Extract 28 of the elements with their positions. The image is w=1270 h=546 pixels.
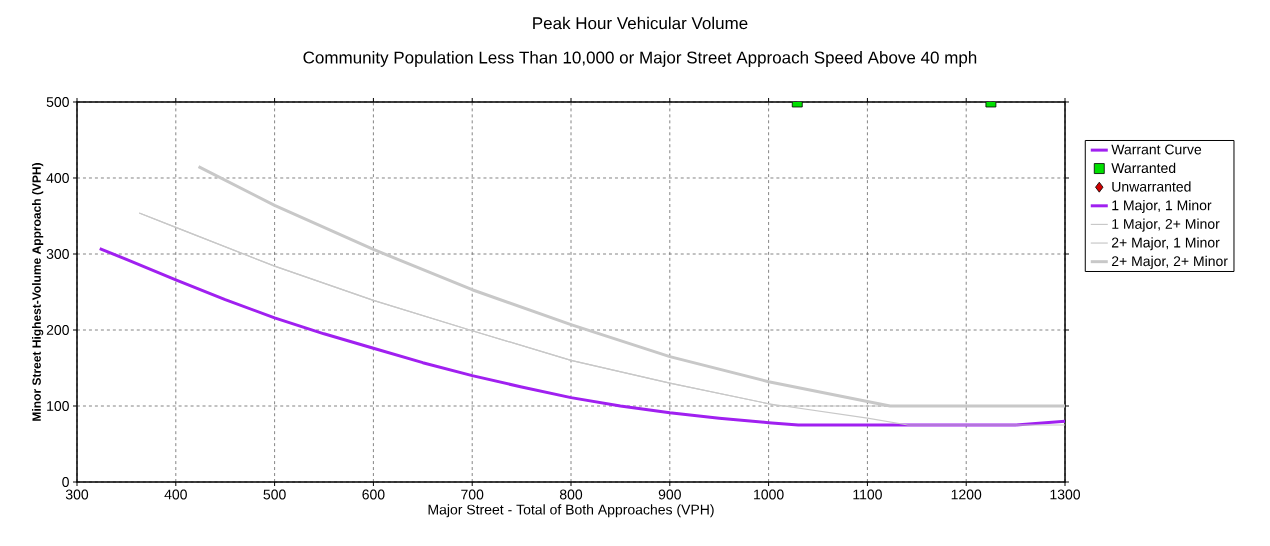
x-tick-label: 700 [461,489,484,500]
x-tick-label: 1200 [951,489,982,500]
x-tick-label: 600 [362,489,385,500]
legend-label: Unwarranted [1112,181,1191,192]
y-tick-label: 400 [46,173,69,183]
x-tick-label: 800 [559,489,583,500]
legend-label: Warrant Curve [1111,144,1202,155]
x-axis-title: Major Street - Total of Both Approaches (VPH) [428,504,714,518]
y-tick-label: 300 [46,249,69,259]
x-tick-label: 1100 [853,489,882,500]
legend-label: 2+ Major, 2+ Minor [1111,255,1228,269]
x-tick-label: 400 [164,489,187,500]
y-tick-label: 100 [47,401,69,411]
x-tick-label: 1300 [1050,489,1081,500]
legend-label: Warranted [1111,162,1176,174]
legend-label: 1 Major, 2+ Minor [1112,218,1220,232]
x-tick-label: 500 [263,489,286,500]
y-tick-label: 0 [62,477,69,487]
x-tick-label: 900 [658,489,681,500]
legend-label: 2+ Major, 1 Minor [1111,237,1220,251]
x-tick-label: 300 [65,489,89,500]
y-axis-title: Minor Street Highest-Volume Approach (VPH) [32,163,44,421]
y-tick-label: 500 [46,97,69,107]
legend-label: 1 Major, 1 Minor [1112,199,1212,214]
y-tick-label: 200 [46,325,69,335]
chart-subtitle: Community Population Less Than 10,000 or Major Street Approach Speed Above 40 mph [303,51,977,67]
x-tick-label: 1000 [754,489,784,500]
chart-title: Peak Hour Vehicular Volume [533,16,748,30]
